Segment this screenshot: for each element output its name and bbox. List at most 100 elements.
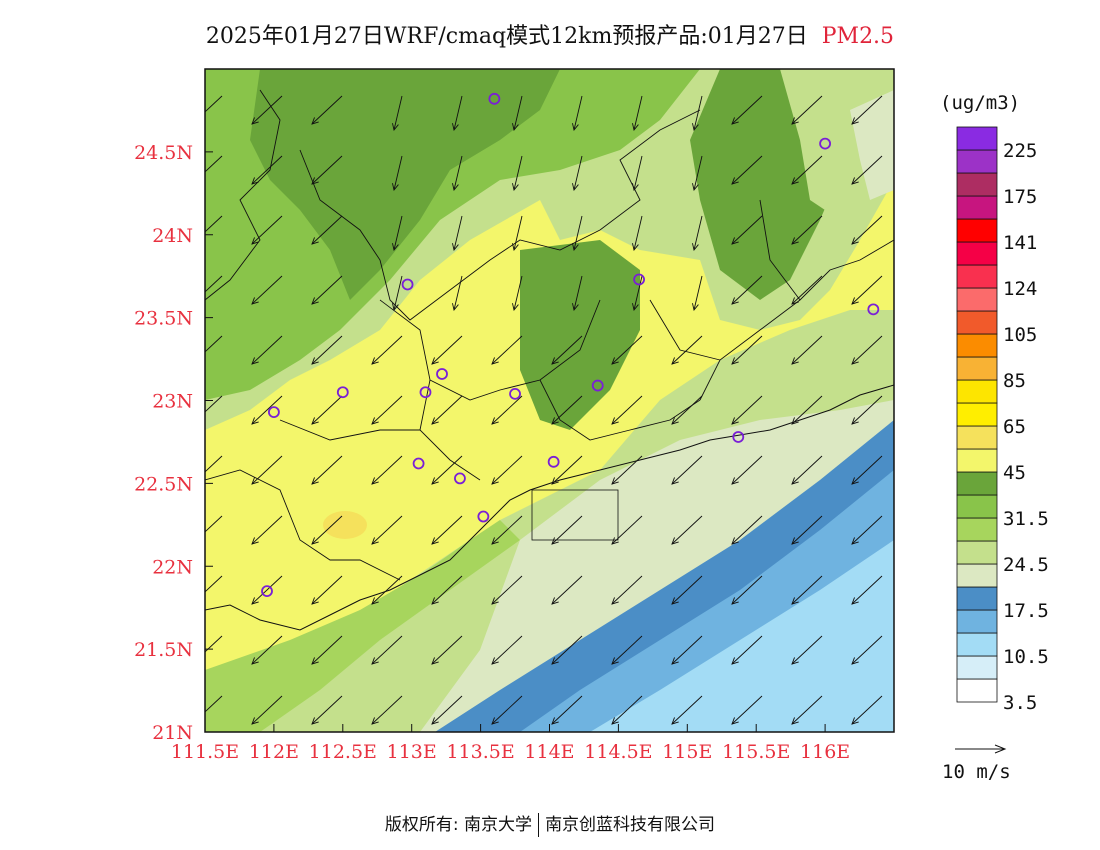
wind-arrow-head <box>251 117 259 125</box>
wind-arrow <box>573 275 583 311</box>
wind-arrow-head <box>671 597 679 605</box>
colorbar-swatch <box>956 448 998 473</box>
wind-arrow-head <box>551 597 559 605</box>
wind-arrow-head <box>851 537 859 545</box>
wind-arrow <box>393 95 403 131</box>
wind-arrow-head <box>791 357 799 365</box>
wind-arrow <box>453 95 463 131</box>
wind-arrow-head <box>192 597 199 604</box>
colorbar-swatch <box>956 195 998 220</box>
wind-arrow <box>731 695 763 725</box>
wind-arrow <box>611 515 643 545</box>
wind-arrow-head <box>311 597 319 605</box>
wind-arrow <box>633 95 643 131</box>
wind-arrow-head <box>671 657 679 665</box>
wind-arrow-head <box>512 183 519 192</box>
wind-arrow-head <box>692 243 699 252</box>
wind-arrow <box>791 575 823 605</box>
wind-arrow-head <box>371 597 379 605</box>
wind-arrow <box>671 515 703 545</box>
conc-region-31-5-dark-3 <box>520 240 640 430</box>
wind-arrow <box>513 155 523 191</box>
wind-arrow-head <box>392 243 399 252</box>
pm25-concentration-map <box>192 69 894 732</box>
colorbar-swatch <box>956 402 998 427</box>
lon-tick-label: 113E <box>387 741 437 763</box>
wind-arrow-head <box>731 657 739 665</box>
wind-arrow <box>731 455 763 485</box>
wind-arrow-head <box>431 477 439 485</box>
wind-arrow <box>205 395 223 413</box>
colorbar-label: 105 <box>1003 324 1037 346</box>
wind-arrow-head <box>611 417 619 425</box>
wind-arrow-head <box>851 417 859 425</box>
wind-arrow-head <box>551 657 559 665</box>
wind-arrow <box>573 155 583 191</box>
lon-tick-label: 116E <box>800 741 850 763</box>
colorbar-swatch <box>956 172 998 197</box>
wind-arrow-head <box>311 177 319 185</box>
wind-arrow-head <box>311 657 319 665</box>
wind-arrow-head <box>611 597 619 605</box>
colorbar-swatch <box>956 333 998 358</box>
wind-arrow-head <box>392 303 399 312</box>
wind-arrow <box>205 635 223 653</box>
wind-arrow-head <box>251 477 259 485</box>
wind-arrow-head <box>392 123 399 132</box>
wind-arrow <box>633 275 643 311</box>
wind-arrow <box>731 515 763 545</box>
wind-arrow-head <box>371 477 379 485</box>
wind-arrow <box>205 95 223 113</box>
wind-arrow <box>671 575 703 605</box>
wind-arrow-head <box>392 183 399 192</box>
wind-arrow-head <box>692 123 699 132</box>
wind-arrow <box>311 155 343 185</box>
wind-arrow <box>311 95 343 125</box>
wind-arrow-head <box>731 477 739 485</box>
lon-tick-label: 115E <box>662 741 712 763</box>
wind-arrow-head <box>731 297 739 305</box>
wind-arrow-head <box>192 297 199 304</box>
station-marker <box>477 510 490 523</box>
wind-arrow <box>851 575 883 605</box>
wind-arrow-head <box>491 357 499 365</box>
wind-arrow <box>611 635 643 665</box>
conc-region-31-5-coast <box>205 520 520 732</box>
wind-arrow <box>393 155 403 191</box>
wind-arrow-head <box>671 357 679 365</box>
wind-arrow <box>311 215 343 245</box>
colorbar-label: 24.5 <box>1003 554 1049 576</box>
wind-arrow <box>393 275 403 311</box>
station-marker <box>819 137 831 150</box>
wind-arrow-head <box>692 303 699 312</box>
wind-arrow-head <box>551 357 559 365</box>
wind-arrow <box>731 155 763 185</box>
colorbar-label: 3.5 <box>1003 692 1037 714</box>
wind-arrow-head <box>251 357 259 365</box>
wind-arrow <box>791 155 823 185</box>
wind-arrow-head <box>491 597 499 605</box>
wind-arrow <box>551 635 583 665</box>
wind-arrow <box>791 635 823 665</box>
wind-arrow <box>311 575 343 605</box>
station-marker <box>633 273 645 286</box>
wind-arrow-head <box>731 537 739 545</box>
wind-arrow-head <box>192 717 199 724</box>
wind-arrow-head <box>371 657 379 665</box>
wind-arrow <box>371 635 403 665</box>
wind-arrow <box>791 335 823 365</box>
wind-arrow-head <box>311 477 319 485</box>
wind-arrow <box>851 395 883 425</box>
wind-arrow-head <box>452 183 459 192</box>
wind-arrow <box>491 695 523 725</box>
colorbar-swatch <box>956 126 998 151</box>
colorbar-label: 17.5 <box>1003 600 1049 622</box>
lat-tick-label: 21N <box>152 722 193 744</box>
wind-arrow-head <box>192 237 199 244</box>
wind-arrow-head <box>431 537 439 545</box>
wind-arrow <box>205 515 223 533</box>
wind-arrow-head <box>791 297 799 305</box>
wind-arrow <box>251 455 283 485</box>
wind-arrow <box>311 275 343 305</box>
wind-arrow <box>851 275 883 305</box>
